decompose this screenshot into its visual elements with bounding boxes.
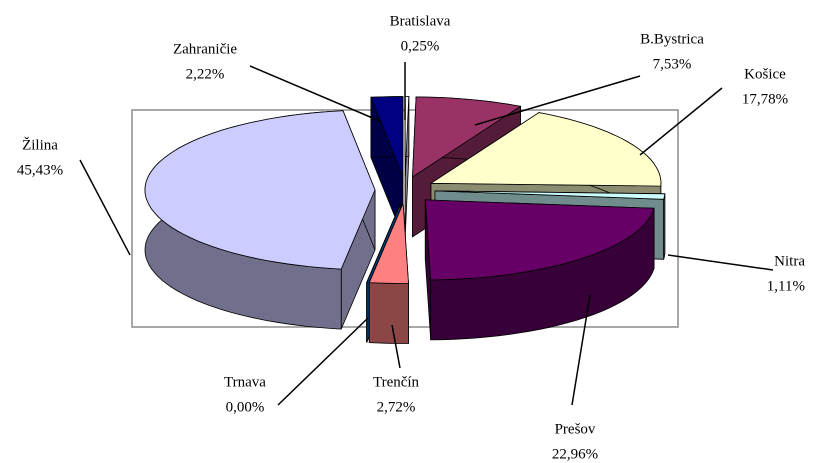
slice-value-label: 2,22% — [186, 66, 225, 82]
slice-top — [434, 190, 666, 200]
slice-top — [368, 203, 409, 284]
slice-label: Zahraničie — [173, 41, 237, 57]
leader-line — [79, 159, 131, 256]
slice-value-label: 0,25% — [401, 38, 440, 54]
slice-value-label: 22,96% — [552, 446, 598, 462]
slice-top — [366, 203, 401, 283]
slice-top — [429, 112, 662, 187]
slice-top — [424, 199, 655, 281]
leader-line — [277, 317, 369, 406]
leader-line — [474, 75, 641, 126]
slice-label: Trnava — [224, 374, 266, 390]
leader-line — [667, 254, 774, 271]
leader-line — [639, 87, 723, 156]
slice-top — [370, 96, 404, 177]
slice-label: Trenčín — [373, 374, 420, 390]
slice — [404, 96, 410, 237]
slice-value-label: 0,00% — [226, 399, 265, 415]
slice — [368, 203, 409, 344]
slice-value-label: 17,78% — [742, 91, 788, 107]
leader-line — [391, 324, 401, 369]
slice-top — [412, 96, 522, 178]
slice-label: B.Bystrica — [640, 31, 704, 47]
slices — [144, 96, 666, 344]
slice-label: Bratislava — [390, 13, 451, 29]
slice — [424, 199, 655, 341]
leader-line — [249, 65, 383, 123]
slice-label: Prešov — [555, 421, 596, 437]
slice-label: Žilina — [22, 136, 58, 153]
slice-label: Košice — [744, 66, 786, 82]
slice — [144, 110, 376, 330]
slice-value-label: 7,53% — [653, 56, 692, 72]
leader-line — [571, 294, 591, 406]
labels: Bratislava 0,25% B.Bystrica 7,53% Košice 17,7… — [17, 13, 805, 462]
slice-label: Nitra — [774, 253, 805, 269]
slice-value-label: 1,11% — [767, 278, 805, 294]
slice-value-label: 2,72% — [377, 399, 416, 415]
slice-side — [663, 193, 666, 260]
slice-value-label: 45,43% — [17, 162, 63, 178]
slice-top — [404, 96, 410, 177]
slice-top — [144, 110, 376, 270]
slice-side — [368, 282, 409, 344]
